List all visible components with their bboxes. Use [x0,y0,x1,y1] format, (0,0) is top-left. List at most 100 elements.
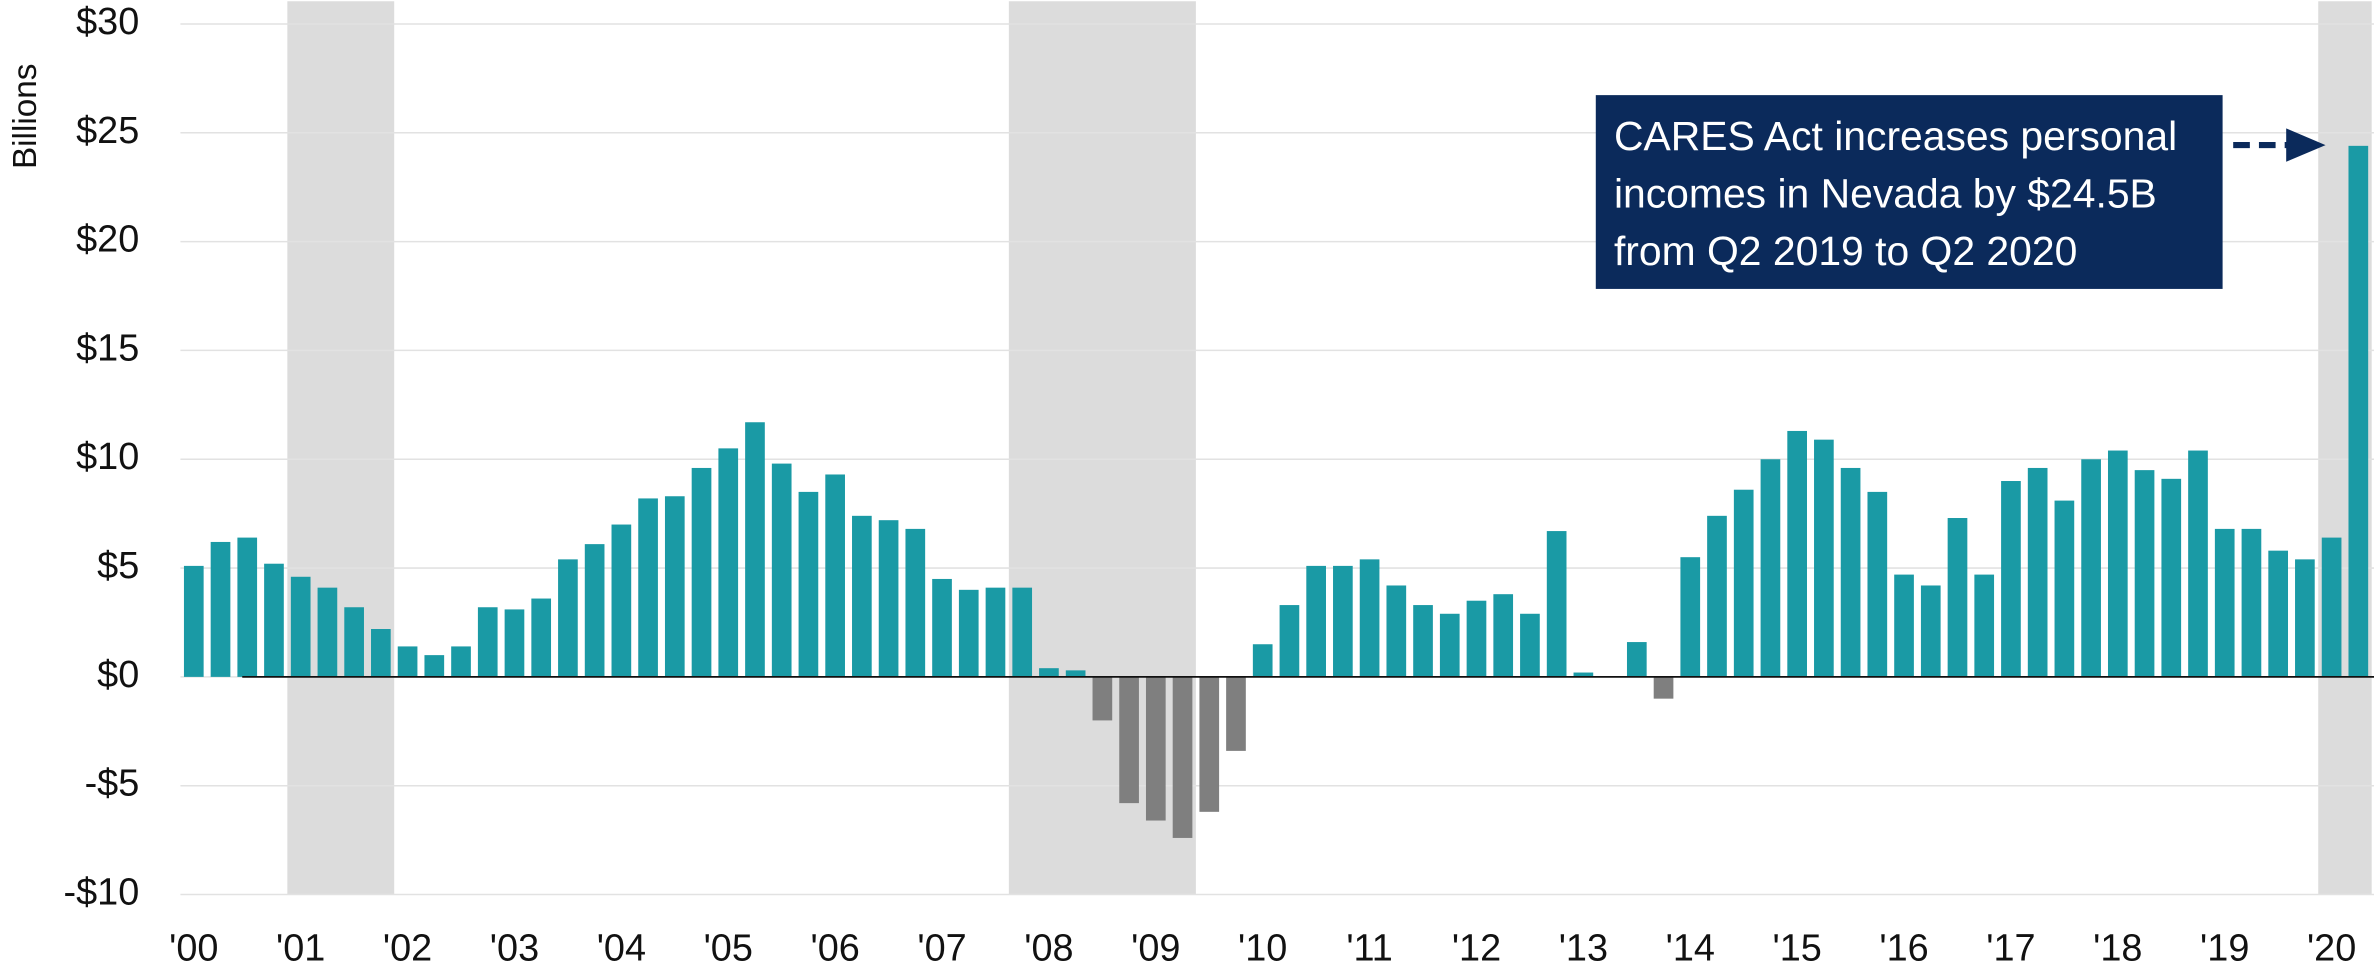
x-tick-label: '04 [597,928,646,970]
x-tick-label: '02 [383,928,432,970]
bar [2295,559,2315,677]
bar [852,515,872,677]
bar [290,576,311,677]
x-tick-label: '14 [1666,928,1715,970]
bar [1493,594,1514,677]
bar [825,474,845,677]
x-tick-label: '12 [1452,928,1501,970]
bar [664,496,685,677]
bar [1012,587,1033,677]
y-tick-label: $10 [76,436,139,478]
bar [2027,467,2048,677]
x-tick-label: '18 [2093,928,2142,970]
x-tick-label: '05 [704,928,753,970]
bar [1386,585,1407,677]
annotation-text: CARES Act increases personal [1614,113,2177,159]
x-tick-label: '01 [276,928,325,970]
bar [1359,559,1380,677]
x-tick-label: '17 [1986,928,2035,970]
bar [344,607,364,677]
bar [985,587,1006,677]
x-tick-label: '19 [2200,928,2249,970]
bar [1466,600,1487,677]
bar [1065,670,1086,677]
bar [1199,676,1220,812]
bar [504,609,525,677]
bar [771,463,792,677]
bar [2134,470,2155,677]
bar [1306,565,1326,677]
x-tick-label: '07 [917,928,966,970]
bar [1520,613,1540,677]
x-tick-label: '00 [169,928,218,970]
bar [1653,676,1674,699]
bar [798,491,819,677]
x-tick-label: '06 [810,928,859,970]
bar [2188,450,2208,677]
bar [1626,642,1647,677]
bar [932,578,952,677]
y-tick-label: -$10 [64,872,140,914]
bar [691,467,712,677]
y-tick-label: $0 [97,654,139,696]
annotation-text: incomes in Nevada by $24.5B [1614,170,2157,216]
bar [531,598,552,677]
bar [1894,574,1914,677]
bar [1333,565,1353,677]
x-tick-label: '09 [1131,928,1180,970]
bar [718,448,739,677]
bar [477,607,498,677]
bar [638,498,658,677]
bar [558,559,578,677]
x-tick-label: '08 [1024,928,1073,970]
bar [1974,574,1995,677]
bar [371,629,391,677]
bar [2268,550,2289,677]
bar [1760,459,1781,677]
y-tick-label: $25 [76,110,139,152]
bar [1920,585,1941,677]
bar [1840,467,1861,677]
bar [317,587,338,677]
y-tick-label: $20 [76,219,139,261]
shaded-period [287,1,395,895]
bar [1680,557,1701,677]
bar [2348,145,2369,677]
bar [1867,491,1888,677]
bar [1119,676,1139,804]
shaded-period [1008,1,1196,895]
bar [2107,450,2128,677]
annotation-text: from Q2 2019 to Q2 2020 [1614,228,2077,274]
x-tick-label: '03 [490,928,539,970]
bar [905,528,926,677]
bar [1573,672,1594,677]
bar [1039,668,1059,677]
annotation-arrowhead [2286,128,2326,162]
bar [2214,528,2235,677]
bar [451,646,471,677]
x-tick-label: '20 [2307,928,2356,970]
bar [1546,531,1567,677]
bar [2054,500,2075,677]
bar [1172,676,1193,838]
y-axis-label: Billions [7,64,44,169]
bar [1279,605,1300,677]
bar [584,544,605,677]
bar [237,537,258,677]
bar [2001,481,2021,677]
bar [1252,644,1273,677]
y-tick-label: -$5 [85,763,140,805]
x-tick-label: '15 [1772,928,1821,970]
x-tick-label: '13 [1559,928,1608,970]
annotation-box [1595,95,2223,289]
bar [264,563,284,677]
bar [183,565,204,677]
bar [1226,676,1246,751]
x-tick-label: '10 [1238,928,1287,970]
bar [1413,605,1433,677]
bar [2241,528,2262,677]
x-tick-label: '11 [1346,928,1393,970]
bar [1145,676,1166,821]
bar [2161,478,2182,677]
